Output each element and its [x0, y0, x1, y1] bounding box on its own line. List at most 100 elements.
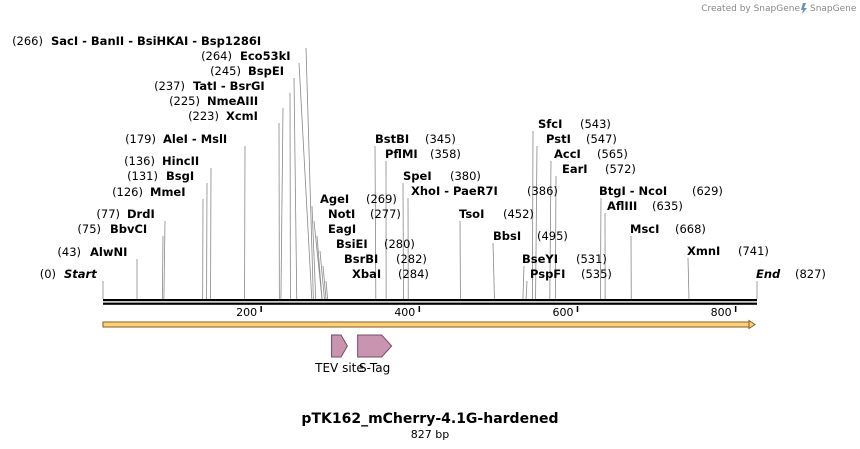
- site-position: (280): [384, 237, 415, 251]
- start-label: Start: [64, 267, 97, 281]
- site-enzyme-names: MscI: [630, 222, 659, 236]
- site-position: (179): [125, 132, 156, 146]
- site-enzyme-names: AflIII: [607, 199, 637, 213]
- site-bstbi: (345) BstBI: [375, 132, 456, 146]
- axis-tick-label: 400: [394, 306, 415, 319]
- site-bsgi: (131) BsgI: [127, 169, 194, 183]
- site-enzyme-names: BsrBI: [344, 252, 378, 266]
- site-tati: (237) TatI - BsrGI: [154, 79, 265, 93]
- site-labels: (43) AlwNI (75) BbvCI(77) DrdI (126) MmeI (131)…: [12, 34, 826, 299]
- site-enzyme-names: PspFI: [530, 267, 565, 281]
- snapgene-credit: Created by SnapGene SnapGene: [701, 3, 857, 14]
- feature-label: S-Tag: [359, 361, 390, 375]
- credit-text: Created by SnapGene: [701, 4, 800, 14]
- leader-line: [161, 235, 164, 300]
- snapgene-logo-icon: [801, 3, 807, 14]
- site-position: (126): [112, 185, 143, 199]
- site-position: (345): [425, 132, 456, 146]
- site-position: (741): [738, 244, 769, 258]
- site-xhoi: (386) XhoI - PaeR7I: [411, 184, 558, 198]
- site-noti: NotI: [328, 207, 355, 221]
- leader-line: [402, 182, 404, 300]
- site-enzyme-names: BbsI: [493, 229, 521, 243]
- site-enzyme-names: BbvCI: [110, 222, 147, 236]
- site-enzyme-names: TsoI: [459, 207, 484, 221]
- leader-line: [305, 47, 314, 300]
- site-position: (266): [12, 34, 43, 48]
- site-position: (223): [188, 109, 219, 123]
- leader-line: [549, 160, 552, 300]
- site-position: (572): [605, 162, 636, 176]
- site-position: (547): [586, 132, 617, 146]
- site-enzyme-names: BsiEI: [336, 237, 368, 251]
- leader-line: [535, 145, 538, 300]
- leader-line: [522, 265, 525, 300]
- site-position: (264): [201, 49, 232, 63]
- site-enzyme-names: NotI: [328, 207, 355, 221]
- site-enzyme-names: Eco53kI: [240, 49, 291, 63]
- site-enzyme-names: BspEI: [248, 64, 284, 78]
- site-mmei: (126) MmeI: [112, 185, 185, 199]
- feature-label: TEV site: [314, 361, 364, 375]
- leader-line: [554, 175, 557, 300]
- site-eari: (572) EarI: [562, 162, 636, 176]
- backbone-top-line: [103, 299, 757, 302]
- site-alwni: (43) AlwNI: [57, 245, 127, 259]
- leader-line: [492, 242, 495, 300]
- site-position: (543): [580, 117, 611, 131]
- site-btgi: (629) BtgI - NcoI: [599, 184, 723, 198]
- site-enzyme-names: AlwNI: [90, 245, 127, 259]
- site-nmeaiii: (225) NmeAIII: [169, 94, 258, 108]
- site-enzyme-names: NmeAIII: [207, 94, 258, 108]
- site-position: (245): [210, 64, 241, 78]
- leader-line: [311, 205, 317, 300]
- leader-line: [687, 257, 690, 300]
- site-enzyme-names: SpeI: [403, 169, 432, 183]
- site-enzyme-names: HincII: [162, 154, 199, 168]
- site-position: (131): [127, 169, 158, 183]
- site-position: (358): [430, 147, 461, 161]
- site-bbsi: (495) BbsI: [493, 229, 568, 243]
- site-position: (380): [450, 169, 481, 183]
- leader-line: [293, 77, 298, 300]
- site-bspei: (245) BspEI: [210, 64, 284, 78]
- site-pspfi: (535) PspFI: [530, 267, 612, 281]
- leader-line: [600, 197, 602, 300]
- site-position: (535): [581, 267, 612, 281]
- end-label: End: [756, 267, 781, 281]
- site-tsoi: (452) TsoI: [459, 207, 534, 221]
- axis-tick-label: 600: [552, 306, 573, 319]
- site-position: (277): [370, 207, 401, 221]
- site-bseyi: (531) BseYI: [522, 252, 607, 266]
- site-psti: (547) PstI: [546, 132, 617, 146]
- axis-tick-label: 800: [711, 306, 732, 319]
- snapgene-wordmark: SnapGene: [810, 4, 857, 14]
- site-enzyme-names: XcmI: [226, 109, 258, 123]
- site-enzyme-names: AccI: [554, 147, 581, 161]
- leader-line: [322, 265, 327, 300]
- site-enzyme-names: BstBI: [375, 132, 409, 146]
- site-enzyme-names: PstI: [546, 132, 571, 146]
- site-xmni: (741) XmnI: [687, 244, 769, 258]
- site-saci: (266) SacI - BanII - BsiHKAI - Bsp1286I: [12, 34, 261, 48]
- leader-line: [280, 107, 284, 300]
- leader-line: [374, 145, 377, 300]
- site-agei: AgeI: [320, 192, 349, 206]
- site-enzyme-names: PflMI: [385, 147, 418, 161]
- leader-line: [532, 130, 534, 300]
- feature-arrow: [331, 334, 348, 358]
- site-enzyme-names: BsgI: [166, 169, 194, 183]
- site-position: (225): [169, 94, 200, 108]
- site-agei-num: (269): [366, 192, 397, 206]
- site-enzyme-names: BtgI - NcoI: [599, 184, 667, 198]
- site-position: (531): [576, 252, 607, 266]
- site-enzyme-names: AgeI: [320, 192, 349, 206]
- site-position: (237): [154, 79, 185, 93]
- site-enzyme-names: XmnI: [687, 244, 720, 258]
- feature-s-tag: S-Tag: [357, 334, 393, 375]
- site-enzyme-names: XbaI: [352, 267, 381, 281]
- map-subtitle: 827 bp: [411, 428, 449, 441]
- leader-line: [298, 62, 313, 300]
